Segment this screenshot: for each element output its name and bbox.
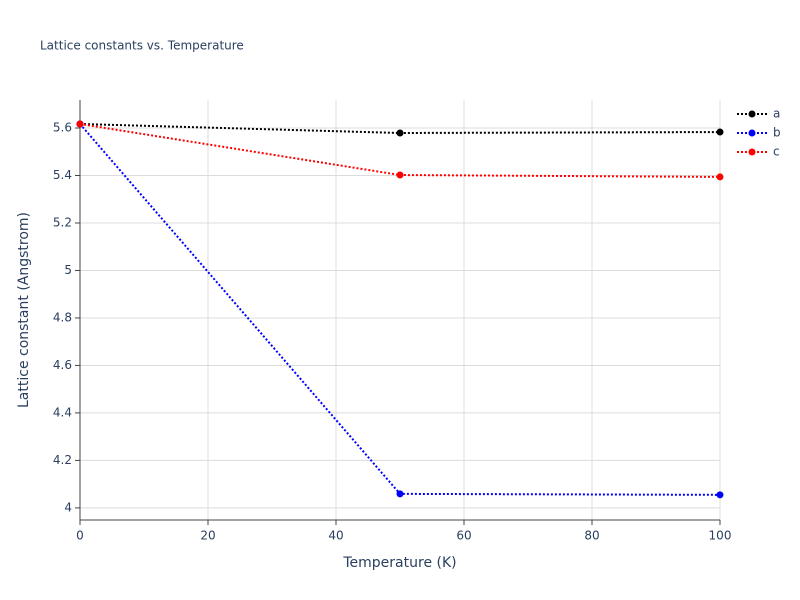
data-point [716,173,724,181]
data-point [76,120,84,128]
legend-marker [748,129,756,137]
x-tick-label: 20 [200,529,215,543]
x-tick-label: 80 [584,529,599,543]
data-point [396,171,404,179]
x-tick-label: 0 [76,529,84,543]
legend-marker [748,110,756,118]
chart-title: Lattice constants vs. Temperature [40,39,244,53]
y-tick-label: 5.6 [53,121,72,135]
legend-label: a [773,107,780,121]
data-point [396,490,404,498]
legend-marker [748,148,756,156]
y-tick-label: 4.2 [53,453,72,467]
x-axis-label: Temperature (K) [342,555,456,571]
y-tick-label: 5.2 [53,215,72,229]
x-tick-label: 100 [709,529,732,543]
x-tick-label: 40 [328,529,343,543]
data-point [716,128,724,136]
y-tick-label: 4.8 [53,310,72,324]
y-axis-label: Lattice constant (Angstrom) [16,212,32,408]
data-point [716,491,724,499]
y-tick-label: 4.4 [53,405,72,419]
y-tick-label: 5 [64,263,72,277]
data-point [396,129,404,137]
y-tick-label: 5.4 [53,168,72,182]
y-tick-label: 4 [64,500,72,514]
x-tick-label: 60 [456,529,471,543]
legend-label: b [773,126,781,140]
legend-label: c [773,145,780,159]
y-tick-label: 4.6 [53,358,72,372]
